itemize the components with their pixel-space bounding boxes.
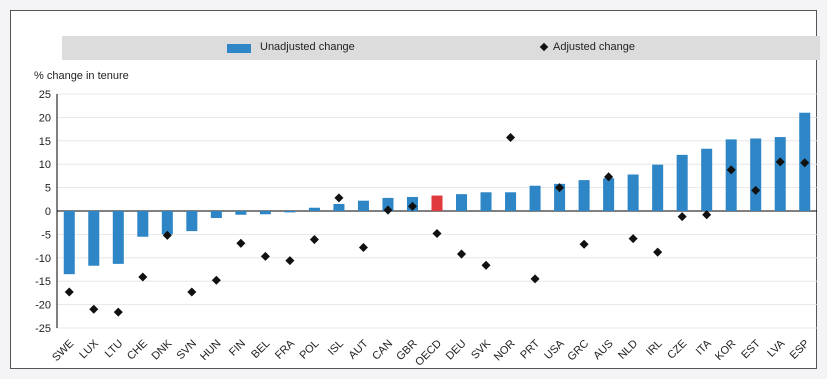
y-tick-label: 10 — [39, 159, 51, 171]
marker-deu — [456, 249, 467, 259]
y-tick-label: 20 — [39, 112, 51, 124]
x-tick-label: POL — [297, 338, 321, 362]
x-tick-label: ITA — [694, 337, 714, 357]
y-tick-label: -25 — [35, 323, 51, 335]
marker-est — [751, 185, 761, 195]
bar-swe — [63, 211, 75, 275]
bar-isl — [333, 203, 345, 211]
x-tick-label: SWE — [50, 338, 76, 364]
x-tick-label: SVK — [469, 337, 494, 362]
marker-ltu — [113, 307, 123, 317]
bar-nld — [627, 174, 639, 211]
bar-aut — [357, 200, 369, 211]
marker-svn — [187, 287, 197, 297]
x-tick-label: EST — [739, 337, 763, 361]
bar-che — [137, 211, 149, 237]
bar-svk — [480, 192, 492, 211]
bar-irl — [652, 164, 664, 211]
marker-lux — [89, 304, 99, 314]
bar-prt — [529, 185, 541, 211]
marker-bel — [260, 251, 270, 261]
bar-lva — [774, 137, 786, 211]
bar-pol — [308, 207, 320, 211]
legend-unadjusted-label: Unadjusted change — [260, 41, 355, 53]
y-tick-label: -20 — [35, 300, 51, 312]
x-tick-label: BEL — [249, 338, 272, 361]
marker-ita — [702, 210, 712, 220]
bar-can — [382, 197, 394, 211]
marker-svk — [481, 260, 491, 270]
legend-bar-swatch — [227, 44, 251, 53]
marker-oecd — [432, 228, 442, 238]
y-tick-label: 15 — [39, 136, 51, 148]
bar-nor — [505, 192, 517, 211]
marker-prt — [530, 274, 540, 284]
bar-bel — [259, 211, 271, 215]
x-tick-label: CHE — [125, 338, 150, 363]
x-tick-label: DEU — [444, 338, 469, 363]
x-tick-label: CAN — [370, 338, 395, 363]
bar-fra — [284, 211, 296, 213]
bar-ita — [701, 148, 713, 211]
legend-adjusted-label: Adjusted change — [553, 41, 635, 53]
bar-lux — [88, 211, 100, 266]
x-tick-label: LTU — [103, 338, 126, 361]
x-tick-label: SVN — [174, 338, 199, 363]
bar-svn — [186, 211, 198, 232]
x-tick-label: LVA — [765, 337, 788, 360]
marker-hun — [211, 275, 221, 285]
bar-deu — [456, 194, 468, 211]
y-tick-label: -10 — [35, 253, 51, 265]
x-tick-label: GRC — [565, 338, 591, 364]
x-tick-label: HUN — [198, 338, 223, 363]
marker-che — [138, 272, 148, 282]
x-tick-label: NLD — [616, 338, 640, 362]
x-tick-label: FIN — [227, 338, 248, 359]
bar-est — [750, 138, 762, 211]
bar-aus — [603, 178, 615, 211]
legend: Unadjusted change Adjusted change — [62, 36, 820, 60]
x-tick-label: CZE — [665, 338, 689, 362]
x-tick-label: IRL — [644, 338, 665, 359]
marker-swe — [64, 287, 74, 297]
bar-ltu — [112, 211, 124, 264]
bar-hun — [210, 211, 222, 219]
bar-grc — [578, 180, 590, 211]
y-tick-label: 5 — [45, 183, 51, 195]
bar-kor — [725, 139, 737, 211]
marker-grc — [579, 239, 589, 249]
y-tick-label: -15 — [35, 276, 51, 288]
x-tick-label: USA — [542, 337, 567, 362]
marker-nld — [628, 234, 638, 244]
bar-fin — [235, 211, 247, 215]
x-tick-label: NOR — [492, 338, 518, 364]
x-tick-label: ESP — [788, 338, 812, 362]
marker-pol — [309, 235, 319, 245]
marker-isl — [334, 193, 344, 203]
x-tick-label: LUX — [77, 337, 101, 361]
marker-gbr — [407, 201, 418, 211]
bar-dnk — [161, 211, 173, 235]
y-axis-label: % change in tenure — [34, 70, 129, 82]
x-tick-label: DNK — [150, 337, 175, 362]
y-tick-label: 25 — [39, 89, 51, 101]
x-tick-label: KOR — [713, 338, 738, 363]
x-tick-label: PRT — [518, 337, 542, 361]
bar-cze — [676, 154, 688, 211]
x-tick-label: OECD — [413, 338, 444, 369]
marker-fin — [236, 238, 246, 248]
marker-irl — [653, 247, 663, 257]
y-tick-label: 0 — [45, 206, 51, 218]
x-tick-label: FRA — [273, 337, 298, 362]
x-tick-label: ISL — [326, 338, 346, 358]
bar-oecd — [431, 195, 443, 211]
bar-usa — [554, 183, 566, 211]
marker-aut — [358, 242, 368, 253]
y-tick-label: -5 — [41, 229, 51, 241]
x-tick-label: AUS — [591, 338, 615, 362]
x-tick-label: AUT — [347, 337, 371, 361]
marker-cze — [677, 212, 687, 222]
